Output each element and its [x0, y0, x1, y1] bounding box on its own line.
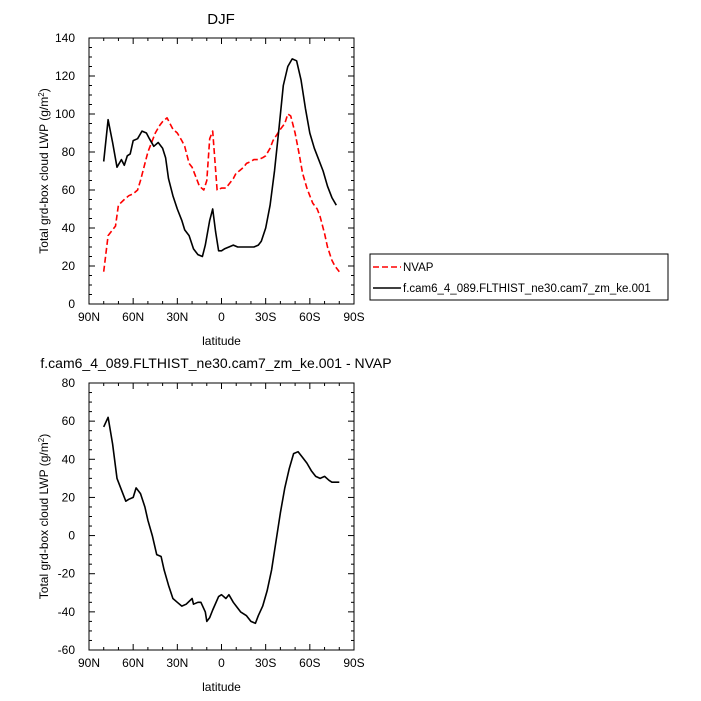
y-tick-label: 20: [62, 490, 76, 504]
x-tick-label: 90N: [78, 310, 100, 324]
legend-label: f.cam6_4_089.FLTHIST_ne30.cam7_zm_ke.001: [403, 283, 651, 295]
y-tick-label: 20: [62, 259, 76, 273]
y-tick-label: -60: [58, 643, 76, 657]
y-tick-label: 100: [55, 107, 75, 121]
x-tick-label: 0: [218, 656, 225, 670]
series-line-f-cam6-4-089-flthist-ne30-cam7-zm-ke-001: [102, 58, 337, 258]
x-tick-label: 60S: [299, 656, 320, 670]
x-tick-label: 60N: [122, 656, 144, 670]
x-tick-label: 60N: [122, 310, 144, 324]
y-tick-label: 80: [62, 376, 76, 390]
x-tick-label: 90S: [343, 310, 364, 324]
y-tick-label: -20: [58, 567, 76, 581]
chart-title: f.cam6_4_089.FLTHIST_ne30.cam7_zm_ke.001…: [40, 355, 391, 371]
x-tick-label: 30S: [255, 310, 276, 324]
chart-title: DJF: [207, 11, 235, 28]
series-line-difference: [102, 416, 340, 625]
x-tick-label: 90N: [78, 656, 100, 670]
chart-bottom-difference: f.cam6_4_089.FLTHIST_ne30.cam7_zm_ke.001…: [37, 355, 392, 694]
x-tick-label: 0: [218, 310, 225, 324]
x-tick-label: 30S: [255, 656, 276, 670]
y-tick-label: 60: [62, 183, 76, 197]
y-tick-label: 0: [68, 297, 75, 311]
y-tick-label: 0: [68, 529, 75, 543]
x-tick-label: 30N: [166, 656, 188, 670]
y-tick-label: 80: [62, 145, 76, 159]
plot-frame: [88, 37, 355, 305]
y-axis-label: Total grd-box cloud LWP (g/m2): [37, 434, 52, 599]
x-tick-label: 90S: [343, 656, 364, 670]
x-axis-label: latitude: [202, 680, 241, 694]
x-tick-label: 30N: [166, 310, 188, 324]
plot-frame: [88, 382, 355, 651]
y-tick-label: 140: [55, 31, 75, 45]
chart-top-djf: DJF 90N 60N 30N 0 30S 60S 90S 0 20 40 60 80 100 120 140…: [37, 11, 669, 348]
y-tick-label: 40: [62, 221, 76, 235]
y-tick-label: 60: [62, 414, 76, 428]
series-line-nvap: [102, 113, 340, 273]
x-axis-label: latitude: [202, 334, 241, 348]
y-tick-label: 120: [55, 69, 75, 83]
legend-box: [369, 253, 669, 301]
y-tick-label: -40: [58, 605, 76, 619]
y-tick-label: 40: [62, 452, 76, 466]
legend-label: NVAP: [403, 262, 434, 274]
y-axis-label: Total grd-box cloud LWP (g/m2): [37, 88, 52, 253]
x-tick-label: 60S: [299, 310, 320, 324]
